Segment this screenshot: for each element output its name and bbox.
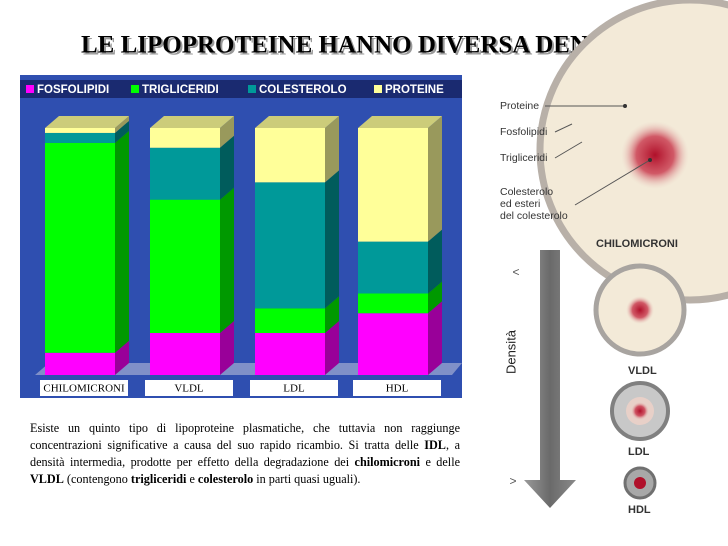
- bar-side: [325, 116, 339, 183]
- particle-label: HDL: [628, 504, 651, 516]
- legend-label: FOSFOLIPIDI: [37, 84, 109, 96]
- leader: [574, 159, 651, 206]
- bar-side: [220, 187, 234, 334]
- bar-side: [220, 135, 234, 200]
- bar-side: [220, 116, 234, 148]
- bar-segment: [358, 293, 428, 314]
- x-tick-label: LDL: [283, 383, 305, 395]
- bar-side: [115, 340, 129, 375]
- bar-side: [428, 229, 442, 294]
- legend-band: [20, 80, 462, 98]
- bar-top: [358, 116, 442, 128]
- title-shadow: LE LIPOPROTEINE HANNO DIVERSA DENSITA’: [83, 34, 653, 61]
- x-tick-label: VLDL: [174, 383, 204, 395]
- chylomicron-core: [621, 121, 689, 189]
- high-mark: >: [509, 474, 516, 488]
- low-mark: <: [512, 265, 519, 279]
- x-tick-label: HDL: [386, 383, 409, 395]
- bar-top: [255, 116, 339, 128]
- component-label: ed esteri: [500, 198, 540, 210]
- paragraph-text: e: [186, 472, 198, 486]
- category-box: [250, 380, 338, 396]
- paragraph-text: e delle: [420, 455, 460, 469]
- bar-side: [115, 120, 129, 143]
- bar-segment: [150, 199, 220, 334]
- particle-label: LDL: [628, 446, 650, 458]
- bar-side: [325, 170, 339, 309]
- bar-segment: [45, 352, 115, 375]
- paragraph-text: , a densità intermedia, prodotte per eff…: [30, 438, 460, 469]
- bar-side: [325, 296, 339, 334]
- bar-segment: [358, 313, 428, 375]
- component-label: del colesterolo: [500, 210, 568, 222]
- paragraph-text: colesterolo: [197, 472, 254, 486]
- leader-dot: [623, 104, 627, 108]
- bar-top: [150, 116, 234, 128]
- bar-segment: [45, 142, 115, 353]
- bar-side: [428, 116, 442, 242]
- bar-segment: [255, 308, 325, 334]
- category-box: [40, 380, 128, 396]
- floor: [35, 363, 462, 375]
- paragraph: Esiste un quinto tipo di lipoproteine pl…: [30, 420, 460, 488]
- leader: [554, 123, 573, 133]
- bar-segment: [150, 147, 220, 200]
- bar-segment: [150, 333, 220, 375]
- title: LE LIPOPROTEINE HANNO DIVERSA DENSITA’: [81, 32, 651, 59]
- bar-side: [115, 130, 129, 353]
- x-tick-label: CHILOMICRONI: [43, 383, 125, 395]
- component-label: Fosfolipidi: [500, 126, 547, 138]
- paragraph-text: VLDL: [30, 472, 64, 486]
- ldl-core: [631, 402, 649, 420]
- bar-segment: [358, 128, 428, 242]
- paragraph-text: IDL: [424, 438, 446, 452]
- legend-label: PROTEINE: [385, 84, 444, 96]
- bar-side: [428, 281, 442, 314]
- bar-segment: [255, 333, 325, 375]
- legend-label: TRIGLICERIDI: [142, 84, 219, 96]
- category-box: [145, 380, 233, 396]
- paragraph-text: Esiste un quinto tipo di lipoproteine pl…: [30, 421, 460, 452]
- category-box: [353, 380, 441, 396]
- particle-label: VLDL: [628, 365, 657, 377]
- bar-side: [428, 301, 442, 375]
- legend-swatch: [374, 85, 382, 93]
- leader-dot: [648, 158, 652, 162]
- legend-label: COLESTEROLO: [259, 84, 347, 96]
- paragraph-text: chilomicroni: [354, 455, 420, 469]
- density-arrow: [524, 250, 576, 508]
- component-label: Colesterolo: [500, 186, 553, 198]
- vldl-core: [626, 296, 654, 324]
- legend-swatch: [26, 85, 34, 93]
- bar-side: [325, 321, 339, 375]
- bar-segment: [255, 128, 325, 183]
- bar-top: [45, 116, 129, 128]
- legend-swatch: [248, 85, 256, 93]
- bar-segment: [255, 182, 325, 309]
- density-label: Densità: [503, 329, 518, 374]
- chart: FOSFOLIPIDI TRIGLICERIDI COLESTEROLO PROTEI…: [26, 84, 462, 396]
- bar-segment: [45, 132, 115, 143]
- paragraph-text: trigliceridi: [130, 472, 187, 486]
- bar-segment: [358, 241, 428, 294]
- particle-label: CHILOMICRONI: [596, 238, 678, 250]
- legend-swatch: [131, 85, 139, 93]
- component-label: Trigliceridi: [500, 152, 547, 164]
- bar-side: [220, 321, 234, 375]
- leader: [554, 141, 583, 159]
- bar-segment: [150, 128, 220, 148]
- paragraph-text: (contengono: [63, 472, 131, 486]
- component-label: Proteine: [500, 100, 539, 112]
- paragraph-text: in parti quasi uguali).: [253, 472, 361, 486]
- bar-segment: [45, 128, 115, 133]
- hdl-core: [634, 477, 646, 489]
- bar-side: [115, 116, 129, 133]
